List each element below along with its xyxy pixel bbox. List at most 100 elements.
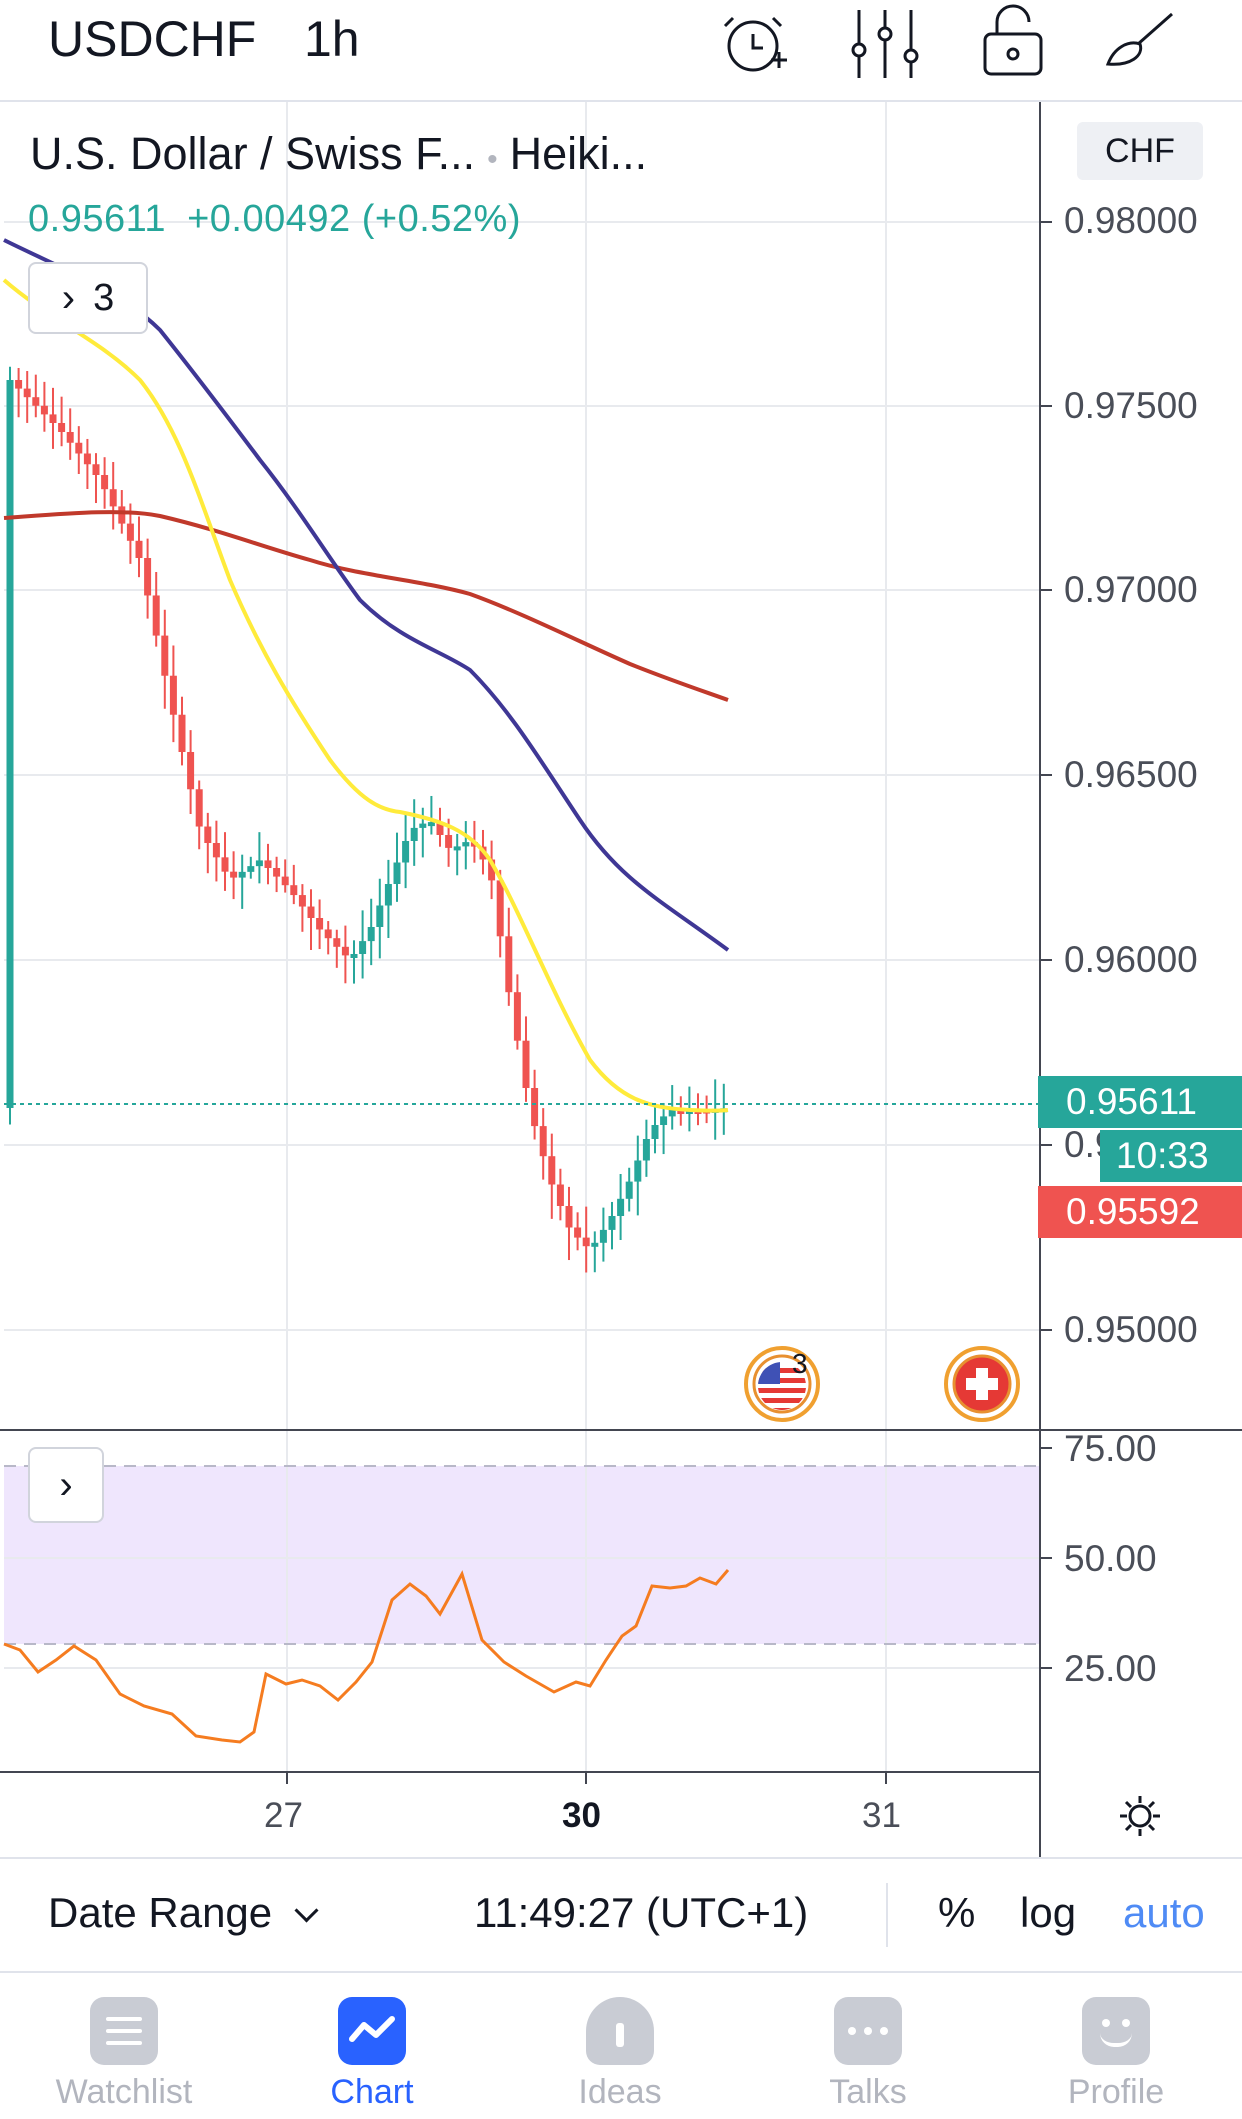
- candle-body: [582, 1237, 590, 1247]
- price-axis-label: 0.97500: [1064, 385, 1198, 426]
- bottom-bar-divider: [886, 1883, 888, 1947]
- candle-body: [109, 489, 117, 507]
- candle-body: [367, 927, 375, 942]
- candle-body: [221, 857, 229, 872]
- candle-body: [642, 1139, 650, 1161]
- clock-timezone[interactable]: 11:49:27 (UTC+1): [474, 1889, 809, 1936]
- candle-body: [32, 397, 40, 406]
- rsi-axis-label: 50.00: [1064, 1538, 1157, 1579]
- rsi-pane-toggle-button[interactable]: ›: [28, 1447, 104, 1523]
- candle-body: [599, 1229, 607, 1243]
- tab-bar: Watchlist Chart Ideas Talks Profile: [0, 1973, 1242, 2119]
- candle-body: [126, 523, 134, 541]
- currency-badge[interactable]: CHF: [1077, 122, 1203, 180]
- candle-body: [255, 860, 263, 867]
- candle-body: [178, 714, 186, 752]
- chart-title[interactable]: U.S. Dollar / Swiss F... • Heiki...: [30, 128, 647, 180]
- tab-label: Profile: [1067, 2073, 1165, 2111]
- candle-body: [341, 946, 349, 956]
- candle-body: [419, 823, 427, 828]
- candle-body: [462, 842, 470, 847]
- candle-body: [281, 876, 289, 886]
- price-change: +0.00492: [187, 198, 351, 240]
- candle-body: [548, 1156, 556, 1185]
- brush-icon[interactable]: [1100, 4, 1180, 84]
- candle-body: [66, 432, 74, 443]
- price-chart[interactable]: [0, 102, 1242, 1857]
- candle-body: [307, 906, 315, 918]
- candle-body: [574, 1227, 582, 1238]
- lock-icon[interactable]: [973, 4, 1053, 84]
- candle-body: [333, 938, 341, 947]
- list-icon: [90, 1997, 158, 2065]
- chevron-down-icon: [294, 1898, 319, 1923]
- candle-body: [118, 506, 126, 524]
- chart-bottom-bar: Date Range 11:49:27 (UTC+1) % log auto: [0, 1857, 1242, 1973]
- tab-profile[interactable]: Profile: [1016, 1973, 1216, 2119]
- symbol-name[interactable]: USDCHF: [48, 11, 257, 67]
- candle-body: [92, 464, 100, 475]
- top-bar: USDCHF 1h: [0, 0, 1242, 102]
- candle-body: [101, 475, 109, 490]
- candle-body: [445, 835, 453, 848]
- candle-body: [204, 826, 212, 843]
- candle-body: [264, 860, 272, 868]
- ma-fast-line: [2, 278, 729, 1113]
- candle-body: [608, 1216, 616, 1230]
- gear-icon[interactable]: [1118, 1794, 1162, 1838]
- grid: [4, 102, 1040, 1772]
- candle-body: [230, 871, 238, 878]
- log-toggle[interactable]: log: [1020, 1889, 1077, 1936]
- sliders-icon[interactable]: [845, 4, 925, 84]
- candle-body: [539, 1126, 547, 1157]
- indicators-toggle-button[interactable]: › 3: [28, 262, 148, 334]
- percent-toggle[interactable]: %: [938, 1889, 976, 1936]
- candle-body: [427, 822, 435, 827]
- tab-chart[interactable]: Chart: [272, 1973, 472, 2119]
- last-price: 0.95611: [28, 198, 167, 240]
- last-price-tag: 0.95611: [1038, 1076, 1242, 1128]
- symbol-description: U.S. Dollar / Swiss F...: [30, 128, 476, 179]
- us-flag-icon[interactable]: [744, 1346, 820, 1422]
- tab-talks[interactable]: Talks: [768, 1973, 968, 2119]
- candle-body: [290, 885, 298, 896]
- candle-body: [565, 1206, 573, 1228]
- candle-body: [376, 905, 384, 927]
- swiss-flag-icon[interactable]: [944, 1346, 1020, 1422]
- candle-body: [660, 1116, 668, 1125]
- date-range-dropdown[interactable]: Date Range: [48, 1889, 319, 1937]
- auto-toggle[interactable]: auto: [1123, 1889, 1205, 1936]
- candle-body: [15, 380, 23, 389]
- candle-body: [625, 1181, 633, 1199]
- ma-slow-line: [3, 510, 729, 702]
- candle-body: [350, 954, 358, 958]
- candle-body: [513, 992, 521, 1041]
- tab-label: Chart: [330, 2073, 414, 2111]
- candle-body: [488, 859, 496, 881]
- price-change-percent: (+0.52%): [361, 198, 521, 240]
- candle-body: [591, 1242, 599, 1247]
- price-change-row: 0.95611 +0.00492 (+0.52%): [28, 198, 521, 241]
- alarm-plus-icon[interactable]: [715, 4, 795, 84]
- candle-body: [522, 1040, 530, 1088]
- price-axis-label: 0.97000: [1064, 569, 1198, 610]
- candle-body: [359, 941, 367, 954]
- price-axis-label: 0.96500: [1064, 754, 1198, 795]
- interval-selector[interactable]: 1h: [304, 11, 360, 67]
- tab-ideas[interactable]: Ideas: [520, 1973, 720, 2119]
- candle-body: [453, 846, 461, 851]
- candle-body: [677, 1110, 685, 1114]
- chart-icon: [338, 1997, 406, 2065]
- candle-body: [58, 423, 66, 432]
- candle-body: [187, 752, 195, 790]
- chevron-right-icon: ›: [61, 275, 76, 320]
- candle-body: [505, 936, 513, 993]
- price-axis-label: 0.98000: [1064, 200, 1198, 241]
- rsi-line: [3, 1569, 730, 1744]
- tab-label: Ideas: [578, 2073, 662, 2111]
- candle-body: [668, 1110, 676, 1117]
- candle-body: [6, 380, 14, 1108]
- candle-body: [23, 388, 31, 398]
- tab-watchlist[interactable]: Watchlist: [24, 1973, 224, 2119]
- us-event-count: 3: [792, 1348, 808, 1379]
